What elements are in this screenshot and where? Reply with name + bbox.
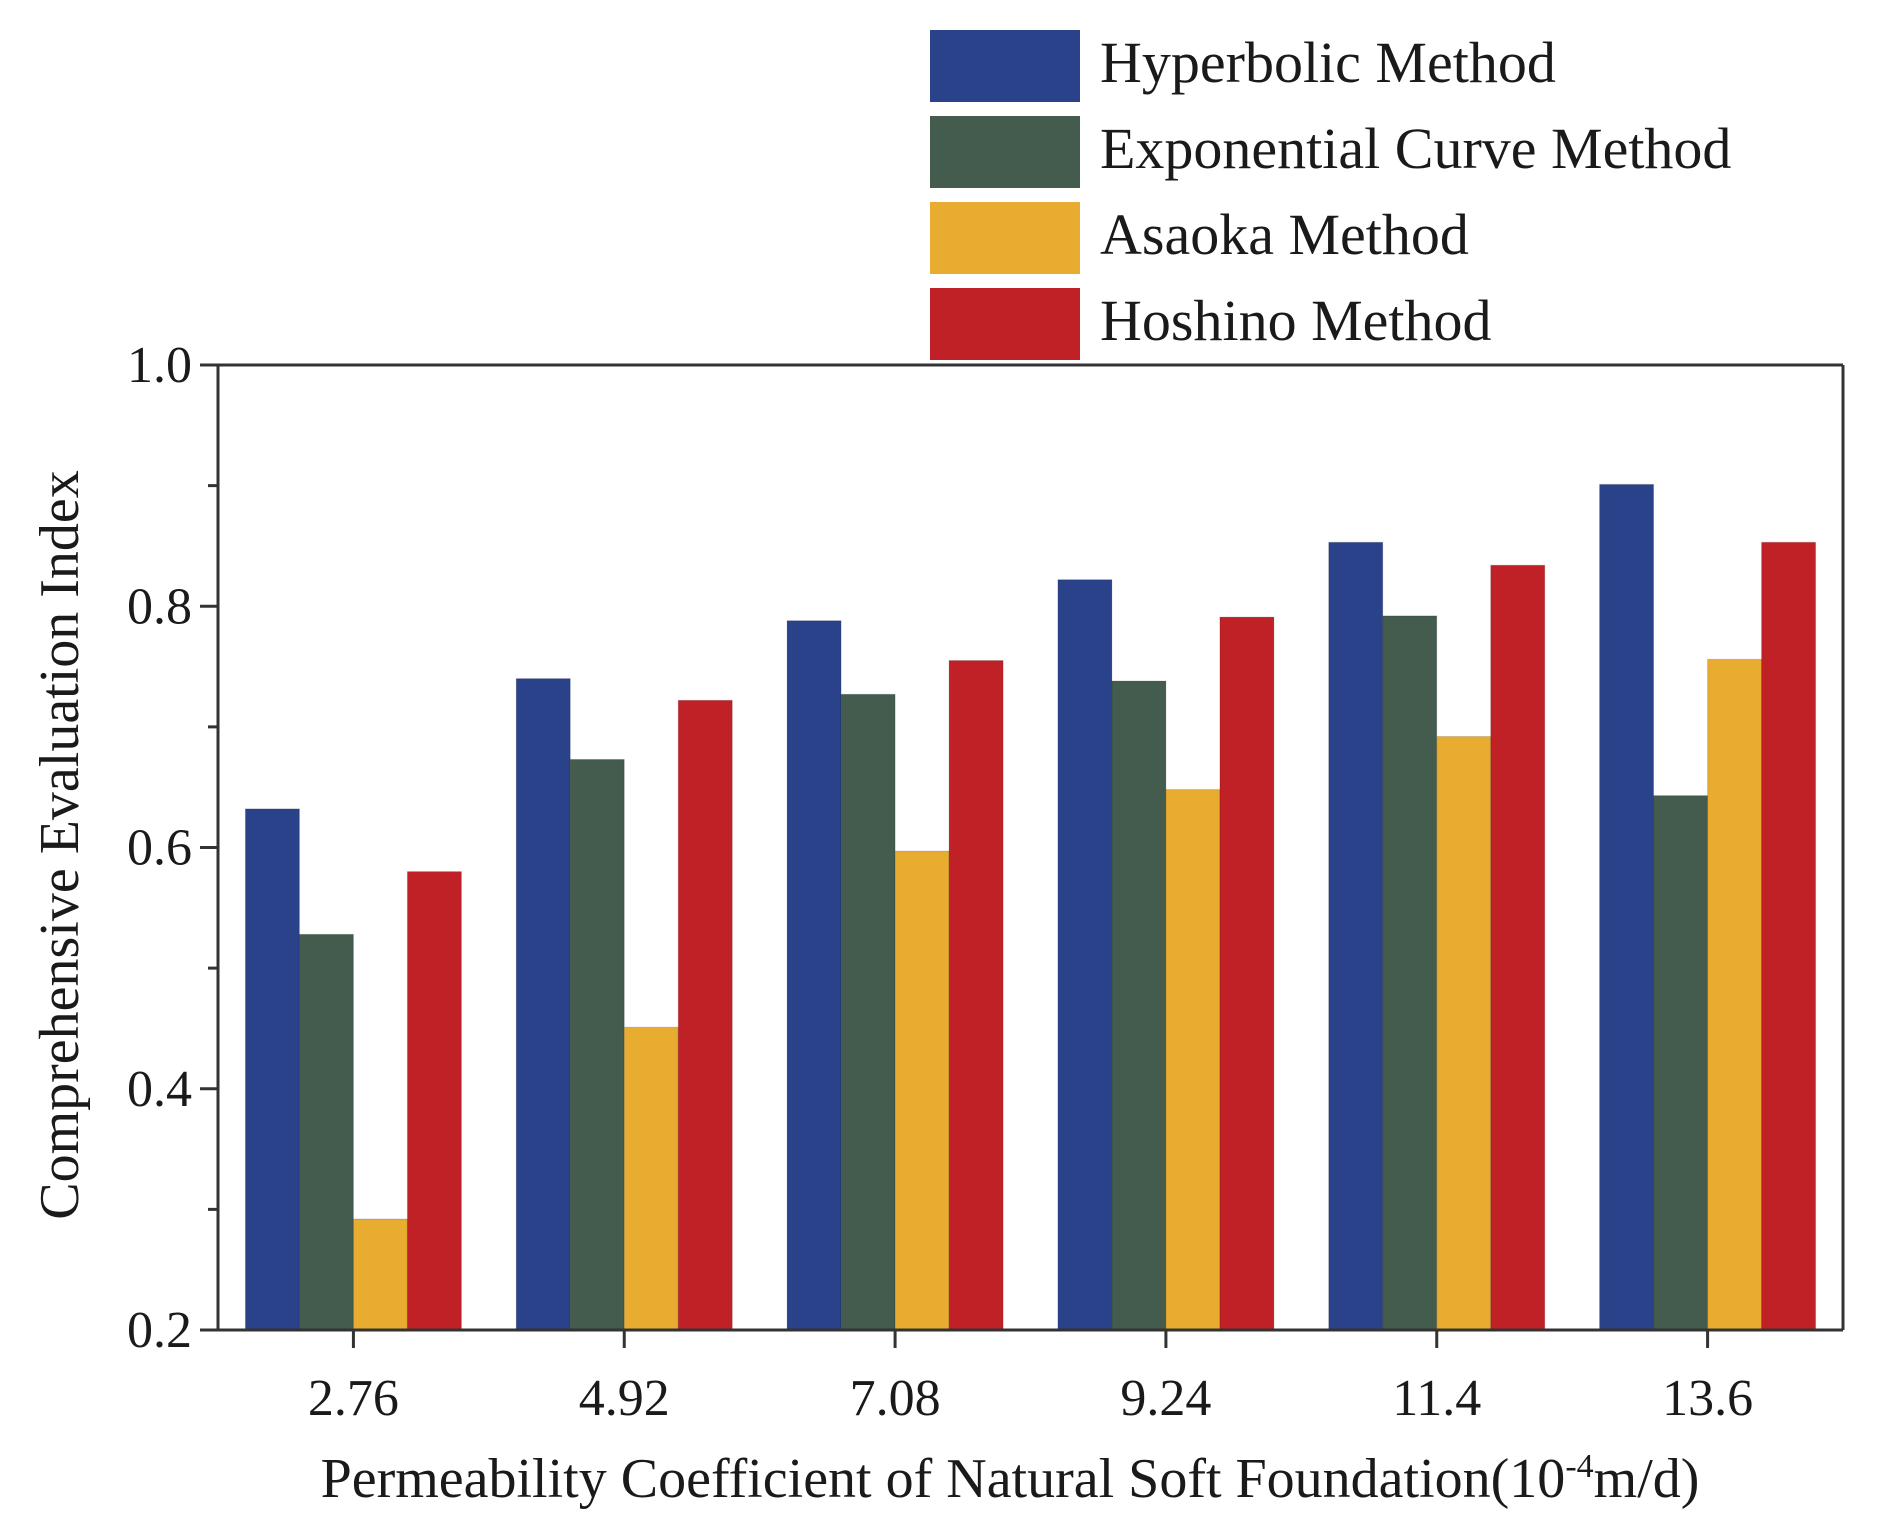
legend-swatch-hoshino-method bbox=[930, 288, 1080, 360]
legend-swatch-exponential-curve-method bbox=[930, 116, 1080, 188]
x-axis-unit-prefix: (10 bbox=[1491, 1448, 1566, 1510]
bar-hoshino-method-13-6 bbox=[1761, 541, 1817, 1331]
bar-asaoka-method-7-08 bbox=[894, 850, 950, 1331]
bar-exponential-curve-method-2-76 bbox=[298, 933, 354, 1331]
bars-group bbox=[244, 483, 1817, 1331]
legend: Hyperbolic Method Exponential Curve Metho… bbox=[930, 30, 1731, 360]
legend-label-exponential-curve-method: Exponential Curve Method bbox=[1100, 116, 1731, 181]
bar-exponential-curve-method-7-08 bbox=[840, 693, 896, 1331]
legend-label-hyperbolic-method: Hyperbolic Method bbox=[1100, 30, 1556, 95]
y-tick-label: 1.0 bbox=[127, 337, 192, 394]
bar-hoshino-method-2-76 bbox=[406, 871, 462, 1331]
bar-asaoka-method-11-4 bbox=[1436, 736, 1492, 1331]
legend-swatch-hyperbolic-method bbox=[930, 30, 1080, 102]
bar-hyperbolic-method-4-92 bbox=[515, 678, 571, 1331]
bar-hyperbolic-method-13-6 bbox=[1599, 483, 1655, 1331]
x-axis-unit-suffix: m/d) bbox=[1594, 1448, 1700, 1510]
bar-exponential-curve-method-11-4 bbox=[1382, 615, 1438, 1331]
bar-asaoka-method-4-92 bbox=[623, 1026, 679, 1331]
y-tick-label: 0.4 bbox=[127, 1061, 192, 1118]
bar-asaoka-method-13-6 bbox=[1707, 658, 1763, 1331]
y-tick-label: 0.8 bbox=[127, 578, 192, 635]
y-tick-label: 0.6 bbox=[127, 820, 192, 877]
x-tick-label: 2.76 bbox=[308, 1370, 399, 1427]
x-tick-label: 9.24 bbox=[1120, 1370, 1211, 1427]
bar-hyperbolic-method-9-24 bbox=[1057, 579, 1113, 1331]
bar-hoshino-method-4-92 bbox=[677, 699, 733, 1331]
y-axis-ticks: 0.2 0.4 0.6 0.8 1.0 bbox=[127, 337, 218, 1359]
x-axis-title: Permeability Coefficient of Natural Soft… bbox=[321, 1448, 1700, 1510]
y-tick-label: 0.2 bbox=[127, 1302, 192, 1359]
bar-hoshino-method-11-4 bbox=[1490, 564, 1546, 1331]
bar-hoshino-method-7-08 bbox=[948, 660, 1004, 1331]
x-tick-label: 7.08 bbox=[850, 1370, 941, 1427]
x-tick-label: 4.92 bbox=[579, 1370, 670, 1427]
bar-hyperbolic-method-11-4 bbox=[1328, 541, 1384, 1331]
y-axis-title: Comprehensive Evaluation Index bbox=[29, 470, 91, 1220]
bar-hoshino-method-9-24 bbox=[1219, 616, 1275, 1331]
x-axis-title-main: Permeability Coefficient of Natural Soft… bbox=[321, 1448, 1491, 1510]
bar-exponential-curve-method-13-6 bbox=[1653, 795, 1709, 1331]
bar-exponential-curve-method-4-92 bbox=[569, 758, 625, 1331]
x-tick-label: 11.4 bbox=[1392, 1370, 1481, 1427]
bar-hyperbolic-method-7-08 bbox=[786, 620, 842, 1331]
bar-asaoka-method-9-24 bbox=[1165, 789, 1221, 1331]
legend-label-hoshino-method: Hoshino Method bbox=[1100, 288, 1492, 353]
bar-exponential-curve-method-9-24 bbox=[1111, 680, 1167, 1331]
legend-swatch-asaoka-method bbox=[930, 202, 1080, 274]
bar-hyperbolic-method-2-76 bbox=[244, 808, 300, 1331]
bar-asaoka-method-2-76 bbox=[352, 1218, 408, 1331]
plot-area: 0.2 0.4 0.6 0.8 1.0 2.76 4.92 7.08 9.24 11.4 13.6 bbox=[127, 337, 1845, 1427]
x-axis-unit-exponent: -4 bbox=[1565, 1448, 1593, 1485]
legend-label-asaoka-method: Asaoka Method bbox=[1100, 202, 1469, 267]
x-axis-ticks: 2.76 4.92 7.08 9.24 11.4 13.6 bbox=[308, 1330, 1753, 1427]
x-tick-label: 13.6 bbox=[1662, 1370, 1753, 1427]
